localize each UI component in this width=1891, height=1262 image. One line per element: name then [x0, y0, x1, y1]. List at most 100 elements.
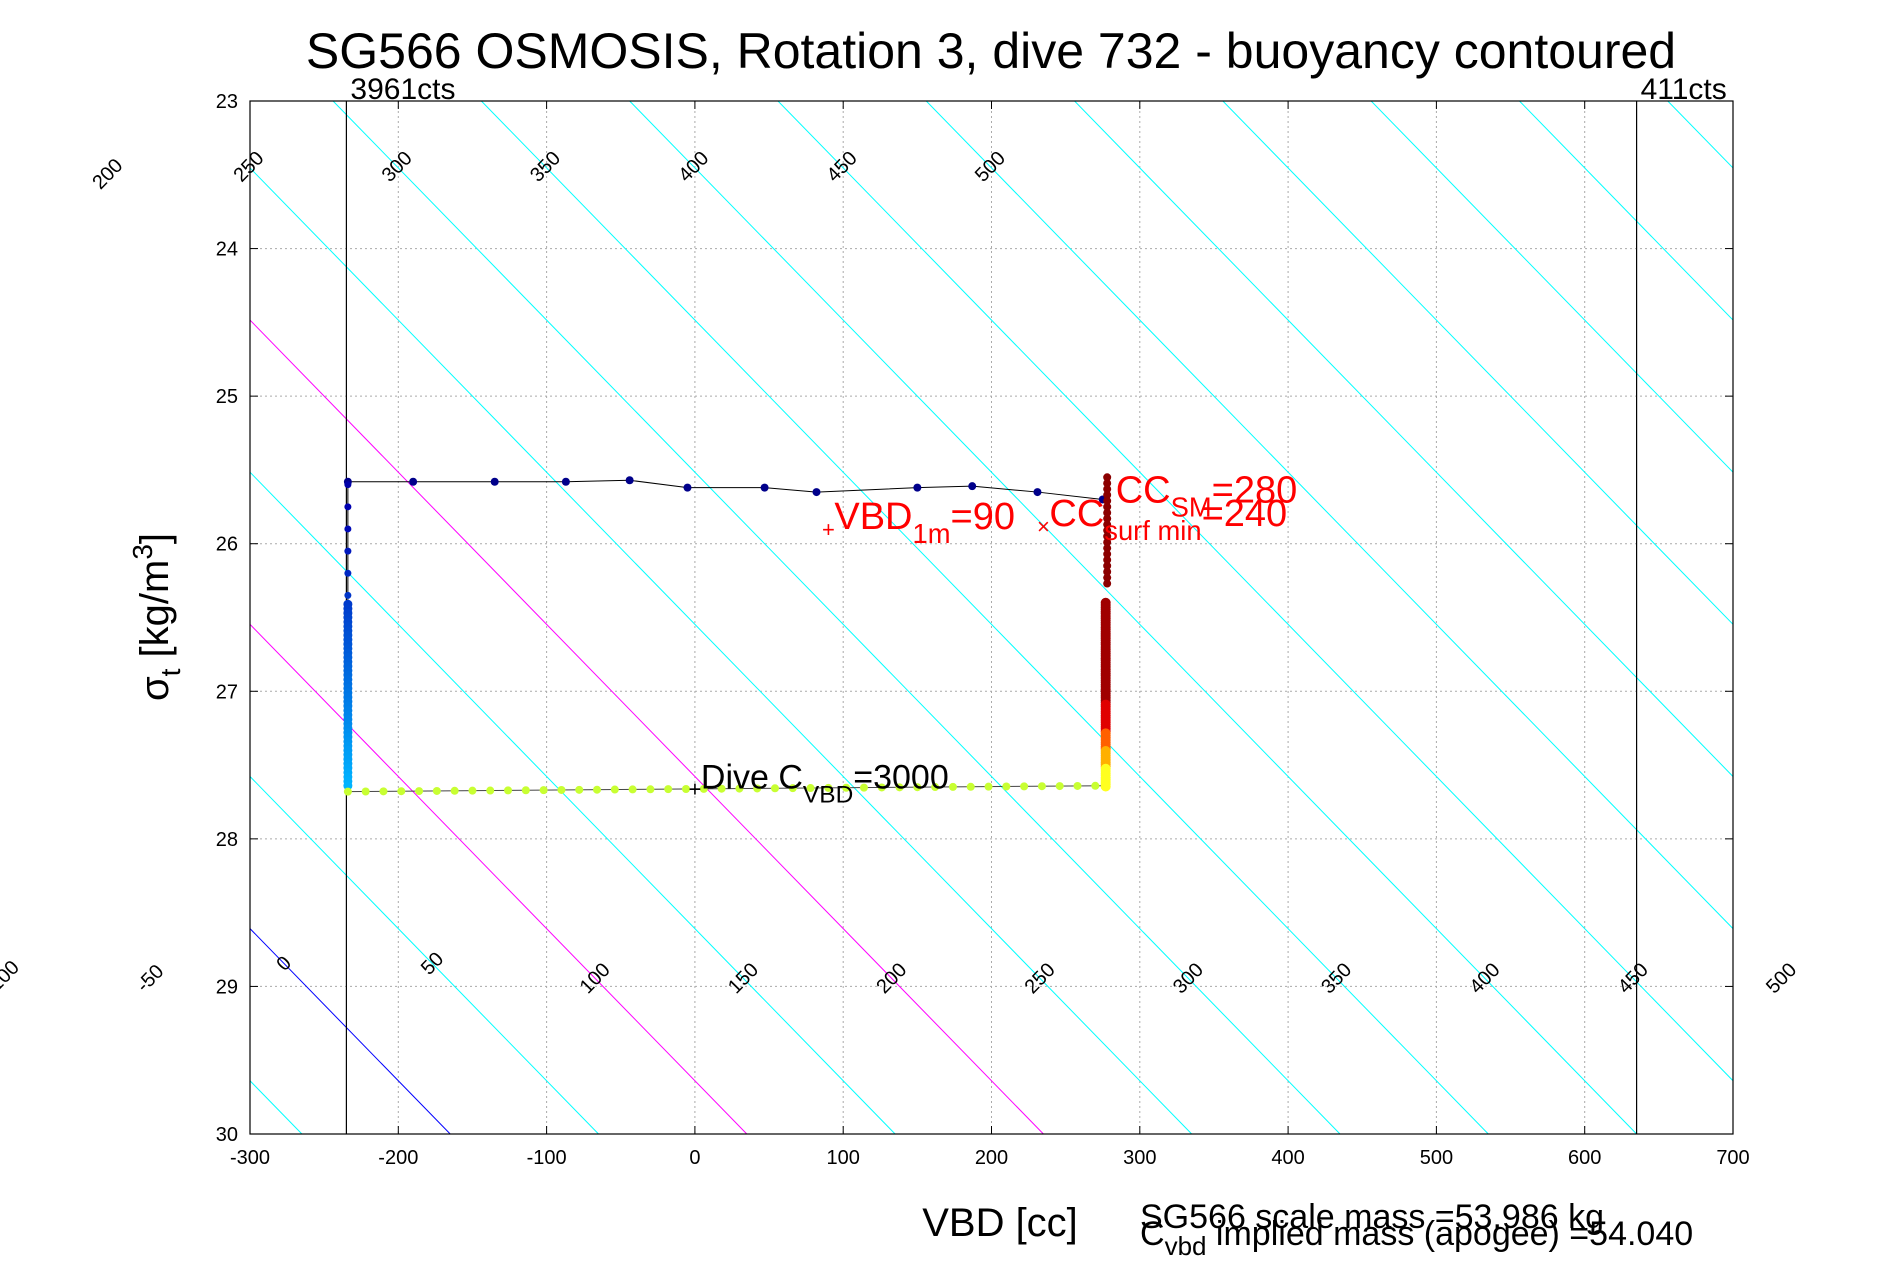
- contour-line: [250, 319, 1044, 1134]
- bottom-track-point: [753, 784, 762, 793]
- y-tick-label: 23: [216, 91, 238, 113]
- surface-point: [1103, 544, 1112, 553]
- bottom-track-point: [379, 787, 388, 796]
- bottom-track-point: [486, 786, 495, 795]
- bottom-track-point: [1037, 782, 1046, 791]
- bottom-track-point: [877, 783, 886, 792]
- descent-point: [913, 483, 922, 492]
- bottom-track-point: [966, 782, 975, 791]
- bottom-track-point: [842, 783, 851, 792]
- annotation-part: VBD: [834, 496, 912, 538]
- bottom-track-point: [361, 787, 370, 796]
- buoyancy-contours: [0, 101, 1891, 1134]
- surface-point: [1103, 532, 1112, 541]
- annotation-part: =240: [1202, 493, 1288, 535]
- y-tick-label: 30: [216, 1124, 238, 1146]
- y-tick-label: 25: [216, 386, 238, 408]
- y-axis-label: σt [kg/m3]: [127, 533, 186, 701]
- contour-line: [1074, 101, 1733, 778]
- contour-line: [1222, 101, 1733, 626]
- y-tick-label: 29: [216, 976, 238, 998]
- x-tick-label: 500: [1420, 1147, 1453, 1169]
- bottom-track-point: [735, 784, 744, 793]
- contour-labels: -400-350-300-250-200-150-100-50050100150…: [0, 147, 1801, 1001]
- chart-title: SG566 OSMOSIS, Rotation 3, dive 732 - bu…: [306, 23, 1676, 79]
- right-column-point: [1100, 781, 1111, 792]
- bottom-track-point: [1091, 781, 1100, 790]
- contour-line: [332, 101, 1341, 1134]
- left-column-point: [344, 591, 352, 599]
- bottom-track-point: [895, 783, 904, 792]
- surface-point: [1103, 538, 1112, 547]
- descent-point: [1033, 488, 1042, 497]
- x-tick-label: -200: [378, 1147, 418, 1169]
- contour-line: [250, 927, 451, 1134]
- surface-point: [1103, 496, 1112, 505]
- surface-point: [1103, 520, 1112, 529]
- bottom-track-point: [824, 783, 833, 792]
- svg-text:σt [kg/m3]: σt [kg/m3]: [127, 533, 186, 701]
- contour-line: [1370, 101, 1733, 473]
- y-tick-label: 27: [216, 681, 238, 703]
- dive-track: [343, 473, 1112, 796]
- bottom-track-point: [699, 784, 708, 793]
- contour-line: [925, 101, 1733, 930]
- scale-mass-note: SG566 scale mass =53.986 kg: [1140, 1198, 1604, 1236]
- surface-point: [1103, 502, 1112, 511]
- x-tick-label: -100: [527, 1147, 567, 1169]
- bottom-track-point: [415, 787, 424, 796]
- bottom-track-point: [859, 783, 868, 792]
- axis-ticks: -300 -200 -100 0 100 200 300 400 500 600 700 23 24 25…: [216, 91, 1750, 1169]
- left-column-point: [344, 525, 352, 533]
- x-tick-label: 300: [1123, 1147, 1156, 1169]
- descent-point: [760, 483, 769, 492]
- descent-point: [812, 488, 821, 497]
- x-tick-label: 600: [1568, 1147, 1601, 1169]
- contour-label: 500: [1762, 959, 1801, 998]
- descent-point: [625, 476, 634, 485]
- bottom-track-point: [913, 783, 922, 792]
- bottom-track-point: [450, 786, 459, 795]
- annotation-part: =3000: [853, 759, 949, 797]
- surface-point: [1103, 473, 1112, 482]
- y-label-sub: t: [155, 668, 186, 676]
- surface-point: [1103, 579, 1112, 588]
- bottom-track-point: [575, 785, 584, 794]
- bottom-track-point: [432, 786, 441, 795]
- surface-point: [1103, 491, 1112, 500]
- bottom-track-point: [717, 784, 726, 793]
- annotation-part: =90: [951, 496, 1015, 538]
- surface-point: [1103, 573, 1112, 582]
- contour-line: [629, 101, 1637, 1134]
- x-tick-label: -300: [230, 1147, 270, 1169]
- contour-line: [0, 101, 154, 1134]
- bottom-track-point: [1073, 781, 1082, 790]
- x-axis-label: VBD [cc]: [922, 1201, 1078, 1245]
- left-column-point: [344, 569, 352, 577]
- annotation-part: CC: [1116, 469, 1171, 511]
- contour-line: [777, 101, 1733, 1082]
- bottom-track-point: [770, 784, 779, 793]
- y-label-unit: [kg/m: [133, 560, 177, 669]
- annotation-marker: ×: [1037, 514, 1050, 539]
- contour-line: [1816, 101, 1891, 1134]
- contour-label: -100: [0, 957, 24, 1001]
- bottom-track-point: [682, 785, 691, 794]
- y-label-sigma: σ: [133, 676, 177, 701]
- x-tick-label: 100: [827, 1147, 860, 1169]
- bottom-track-point: [343, 787, 352, 796]
- y-tick-label: 24: [216, 239, 238, 261]
- annotation-part: CC: [1049, 493, 1104, 535]
- descent-point: [409, 477, 418, 486]
- x-tick-label: 0: [689, 1147, 700, 1169]
- contour-label: 200: [88, 155, 127, 194]
- annotation-ccsm: CCSM=280: [1116, 469, 1298, 522]
- annotation-part: SM: [1171, 491, 1212, 522]
- annotation-vbd1m: VBD1m=90: [834, 496, 1015, 549]
- bottom-track-point: [788, 784, 797, 793]
- y-label-sup: 3: [127, 544, 158, 560]
- surface-point: [1103, 526, 1112, 535]
- bottom-track-point: [468, 786, 477, 795]
